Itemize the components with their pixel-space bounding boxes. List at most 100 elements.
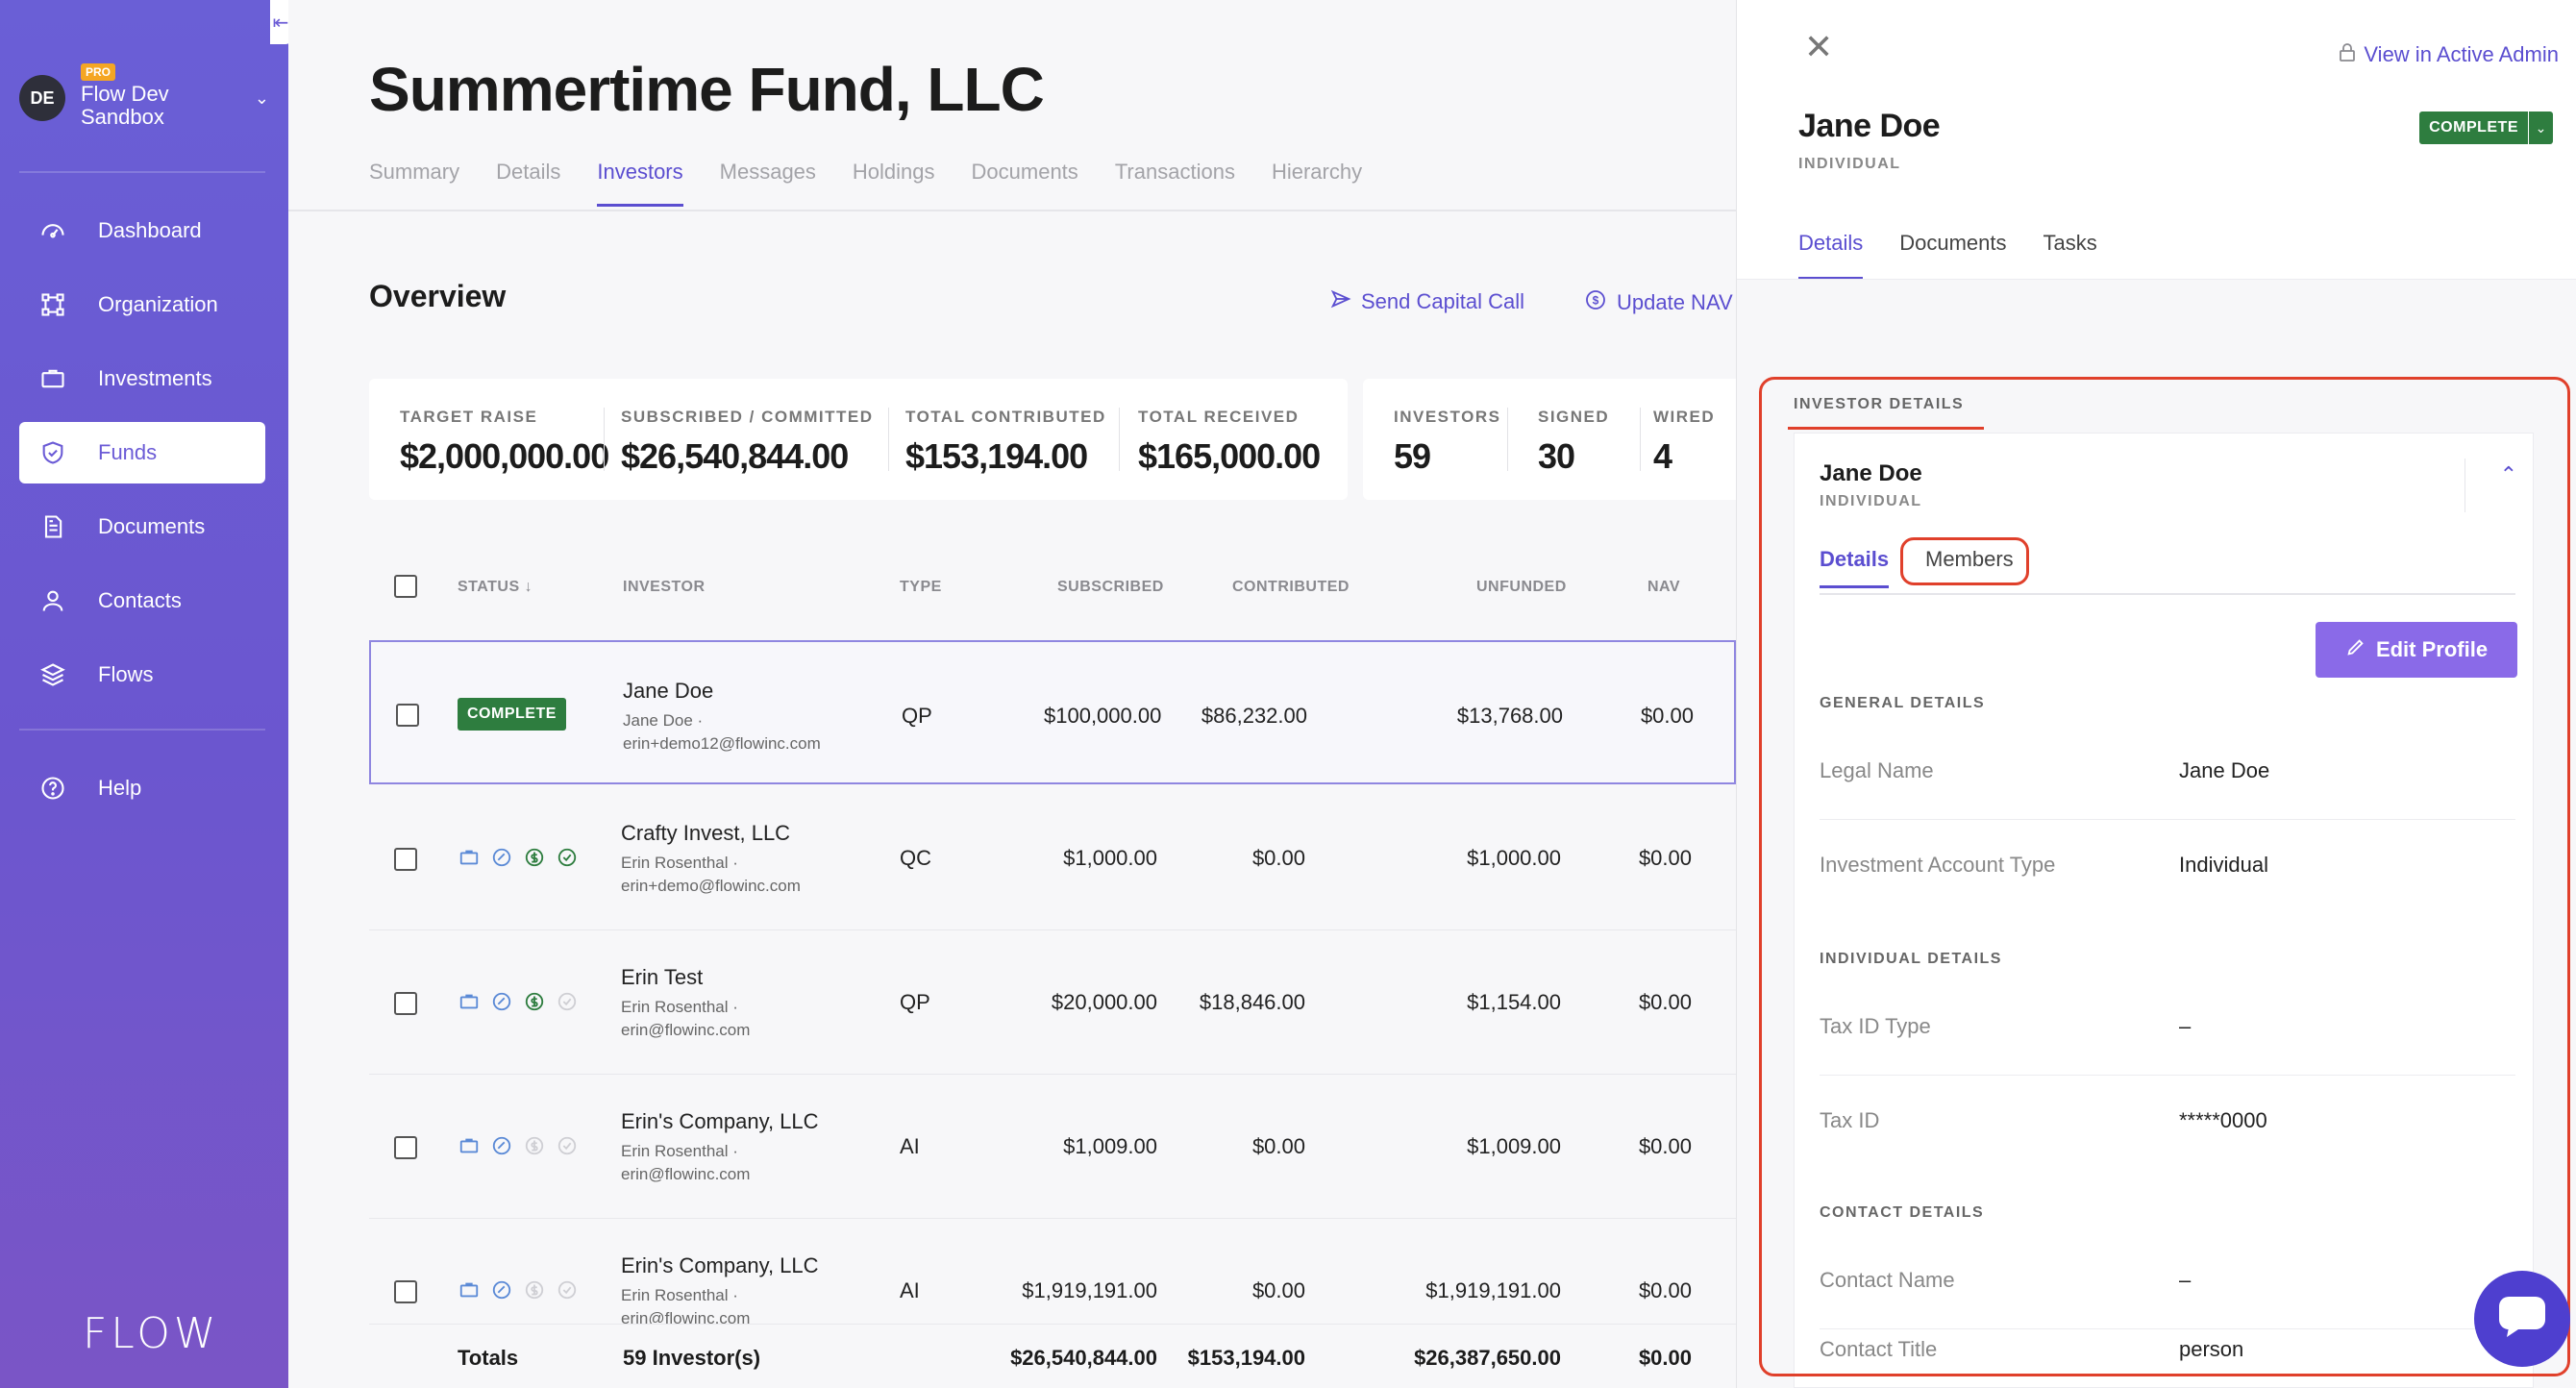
flow-logo: FLOW [83,1309,220,1358]
sidebar-item-documents[interactable]: Documents [19,496,265,558]
investor-cell[interactable]: Erin's Company, LLC Erin Rosenthal · erin… [621,1253,819,1325]
stat-received: TOTAL RECEIVED $165,000.00 [1138,408,1321,476]
tab-card-details[interactable]: Details [1820,547,1890,588]
unfunded-cell: $1,919,191.00 [1425,1278,1561,1302]
contact-name-field: Contact Name – [1820,1235,2515,1329]
table-row[interactable]: Erin's Company, LLC Erin Rosenthal · erin… [369,1219,1736,1325]
briefcase-icon [458,846,481,869]
column-header-nav[interactable]: NAV [1647,579,1681,595]
divider [1119,408,1120,471]
tab-card-members[interactable]: Members [1925,547,2014,571]
tab-documents[interactable]: Documents [1899,231,2007,255]
totals-investors: 59 Investor(s) [623,1346,761,1370]
totals-subscribed: $26,540,844.00 [1010,1346,1157,1370]
dollar-circle-icon [523,990,546,1013]
unfunded-cell: $1,154.00 [1467,990,1561,1014]
sidebar-item-funds[interactable]: Funds [19,422,265,483]
type-cell: QP [900,990,930,1014]
signature-icon [490,1278,513,1301]
stat-wired: WIRED 4 [1653,408,1716,476]
table-row[interactable]: Erin Test Erin Rosenthal · erin@flowinc.c… [369,930,1736,1075]
sidebar-item-flows[interactable]: Flows [19,644,265,706]
tab-tasks[interactable]: Tasks [2043,231,2097,255]
status-badge: COMPLETE [2419,112,2528,144]
close-icon[interactable]: ✕ [1804,27,1834,66]
subscribed-cell: $1,009.00 [1063,1134,1157,1158]
chevron-up-icon[interactable]: ⌃ [2499,462,2517,486]
annotation-underline [1788,427,1984,430]
tab-documents[interactable]: Documents [971,160,1078,184]
unfunded-cell: $13,768.00 [1456,704,1563,728]
pencil-icon [2345,636,2366,663]
layers-icon [38,660,67,689]
tab-holdings[interactable]: Holdings [852,160,935,184]
sidebar-item-contacts[interactable]: Contacts [19,570,265,632]
table-row[interactable]: COMPLETE Jane Doe Jane Doe · erin+demo12@… [369,640,1736,784]
investor-profile-card: Jane Doe INDIVIDUAL ⌃ Details Members Ed… [1794,433,2534,1388]
status-dropdown[interactable]: COMPLETE ⌄ [2419,112,2553,144]
sidebar-item-organization[interactable]: Organization [19,274,265,335]
tax-id-field: Tax ID *****0000 [1820,1108,2267,1132]
column-header-status[interactable]: STATUS ↓ [458,579,533,595]
row-checkbox[interactable] [394,848,417,871]
investor-cell[interactable]: Erin's Company, LLC Erin Rosenthal · erin… [621,1109,819,1183]
investor-cell[interactable]: Crafty Invest, LLC Erin Rosenthal · erin+… [621,821,801,895]
row-checkbox[interactable] [394,992,417,1015]
row-checkbox[interactable] [396,704,419,727]
chevron-down-icon[interactable]: ⌄ [254,88,269,108]
view-in-active-admin-link[interactable]: View in Active Admin [2339,42,2559,67]
type-cell: AI [900,1278,920,1302]
investor-cell[interactable]: Jane Doe Jane Doe · erin+demo12@flowinc.c… [623,679,821,753]
tab-messages[interactable]: Messages [719,160,816,184]
column-header-contributed[interactable]: CONTRIBUTED [1232,579,1350,595]
column-header-type[interactable]: TYPE [900,579,942,595]
collapse-left-icon[interactable]: ⇤ [270,0,291,44]
investor-name: Jane Doe [1798,108,1941,144]
investor-details-heading: INVESTOR DETAILS [1794,396,1965,412]
row-checkbox[interactable] [394,1136,417,1159]
unfunded-cell: $1,009.00 [1467,1134,1561,1158]
tab-transactions[interactable]: Transactions [1114,160,1235,184]
chevron-down-icon[interactable]: ⌄ [2528,112,2553,144]
totals-nav: $0.00 [1638,1346,1692,1370]
card-investor-name: Jane Doe [1820,460,1922,486]
table-row[interactable]: Crafty Invest, LLC Erin Rosenthal · erin+… [369,786,1736,930]
subscribed-cell: $1,919,191.00 [1022,1278,1157,1302]
stat-signed: SIGNED 30 [1538,408,1610,476]
dollar-circle-icon: $ [1584,288,1607,317]
select-all-checkbox[interactable] [394,575,417,598]
stat-target-raise: TARGET RAISE $2,000,000.00 [400,408,609,476]
fund-stats-card: TARGET RAISE $2,000,000.00 SUBSCRIBED / … [369,379,1348,500]
org-switcher[interactable]: DE PRO Flow Dev Sandbox ⌄ [19,63,269,133]
sidebar: DE PRO Flow Dev Sandbox ⌄ Dashboard Orga… [0,0,288,1388]
column-header-subscribed[interactable]: SUBSCRIBED [1057,579,1164,595]
sidebar-item-dashboard[interactable]: Dashboard [19,200,265,261]
contributed-cell: $86,232.00 [1201,704,1307,728]
sidebar-item-investments[interactable]: Investments [19,348,265,409]
tab-investors[interactable]: Investors [597,160,683,207]
totals-contributed: $153,194.00 [1187,1346,1305,1370]
chat-launcher-button[interactable] [2474,1271,2570,1367]
main-content: Summertime Fund, LLC Summary Details Inv… [288,0,1986,1388]
general-details-heading: GENERAL DETAILS [1820,695,1986,711]
tab-hierarchy[interactable]: Hierarchy [1271,160,1363,184]
column-header-unfunded[interactable]: UNFUNDED [1476,579,1567,595]
person-icon [38,586,67,615]
tab-details[interactable]: Details [496,160,561,184]
sidebar-item-help[interactable]: Help [19,757,265,819]
investor-cell[interactable]: Erin Test Erin Rosenthal · erin@flowinc.c… [621,965,751,1039]
divider [888,408,889,471]
document-icon [38,512,67,541]
row-checkbox[interactable] [394,1280,417,1303]
dollar-circle-icon [523,1134,546,1157]
tab-summary[interactable]: Summary [369,160,460,184]
edit-profile-button[interactable]: Edit Profile [2316,622,2517,678]
tab-details[interactable]: Details [1798,231,1864,280]
chat-icon [2497,1295,2547,1344]
table-row[interactable]: Erin's Company, LLC Erin Rosenthal · erin… [369,1075,1736,1219]
investor-stats-card: INVESTORS 59 SIGNED 30 WIRED 4 [1363,379,1747,500]
send-capital-call-button[interactable]: Send Capital Call [1330,288,1524,315]
signature-icon [490,990,513,1013]
update-nav-button[interactable]: $ Update NAV [1584,288,1733,317]
column-header-investor[interactable]: INVESTOR [623,579,706,595]
